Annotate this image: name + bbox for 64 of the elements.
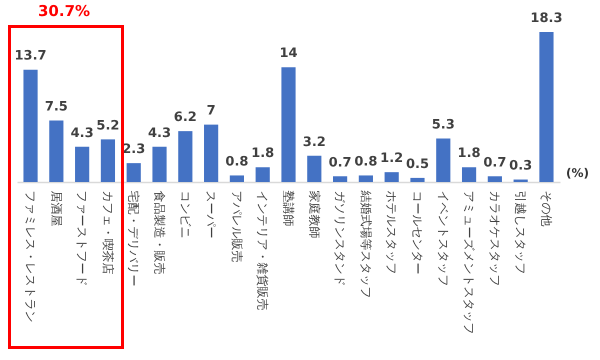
x-tick-label: ファミレス・レストラン [24, 190, 38, 322]
bar [23, 70, 38, 182]
bar [204, 124, 218, 182]
x-tick-label: アパレル販売 [230, 190, 244, 262]
data-label: 18.3 [530, 11, 562, 26]
bar [333, 176, 348, 182]
x-tick-label: スーパー [204, 190, 218, 238]
bar [230, 175, 244, 182]
x-tick-label: アミューズメントスタッフ [462, 190, 476, 334]
x-tick-label: 宅配・デリバリー [126, 190, 141, 286]
data-label: 0.5 [406, 156, 429, 172]
bar [256, 167, 270, 182]
x-tick-label: 引越しスタッフ [514, 190, 528, 274]
bar [126, 163, 141, 182]
x-tick-label: その他 [539, 190, 554, 226]
data-label: 14 [279, 46, 298, 62]
x-tick-label: 食品製造・販売 [152, 190, 167, 274]
bar [410, 178, 425, 182]
data-label: 5.3 [432, 118, 455, 133]
data-label: 0.3 [509, 158, 532, 174]
x-tick-label: ガソリンスタンド [333, 190, 348, 286]
bar [100, 139, 116, 182]
x-tick-label: 結婚式場等スタッフ [358, 190, 373, 298]
bar [488, 176, 502, 182]
data-label: 6.2 [174, 110, 197, 126]
x-tick-label: 塾講師 [282, 190, 296, 226]
bar [75, 146, 90, 182]
x-tick-label: 家庭教師 [307, 190, 322, 238]
bar [281, 67, 296, 182]
data-label: 1.8 [458, 146, 481, 162]
data-label: 0.7 [483, 155, 506, 170]
data-label: 0.7 [328, 155, 352, 170]
text: 30.7% [38, 2, 90, 20]
x-tick-label: コンビニ [178, 190, 192, 238]
data-label: 13.7 [14, 48, 47, 64]
data-label: 4.3 [148, 126, 172, 141]
y-axis-title: (%) [566, 166, 589, 180]
data-label: 2.3 [122, 142, 146, 158]
bar [384, 172, 399, 182]
data-label: 5.2 [96, 118, 120, 134]
x-tick-label: カラオケスタッフ [488, 190, 502, 286]
x-tick-label: 居酒屋 [49, 190, 64, 226]
bar [358, 175, 373, 182]
data-label: 1.8 [251, 146, 274, 162]
data-label: 4.3 [70, 126, 94, 141]
bar [462, 167, 476, 182]
data-label: 0.8 [354, 154, 378, 170]
bar [307, 156, 322, 182]
bar [436, 138, 450, 182]
data-label: 0.8 [225, 154, 248, 170]
bar [152, 146, 167, 182]
x-tick-label: コールセンター [410, 190, 424, 274]
x-tick-label: イベントスタッフ [436, 190, 450, 286]
data-label: 7 [206, 104, 216, 119]
x-tick-label: ホテルスタッフ [384, 190, 399, 274]
data-label: 1.2 [380, 151, 404, 166]
data-label: 7.5 [44, 100, 68, 115]
x-tick-label: インテリア・雑貨販売 [256, 190, 270, 310]
bar [178, 131, 192, 182]
data-label: 3.2 [302, 134, 326, 150]
bar [539, 32, 554, 182]
x-tick-label: ファーストフード [75, 190, 90, 286]
x-tick-label: カフェ・喫茶店 [100, 190, 115, 274]
bar [49, 120, 64, 182]
